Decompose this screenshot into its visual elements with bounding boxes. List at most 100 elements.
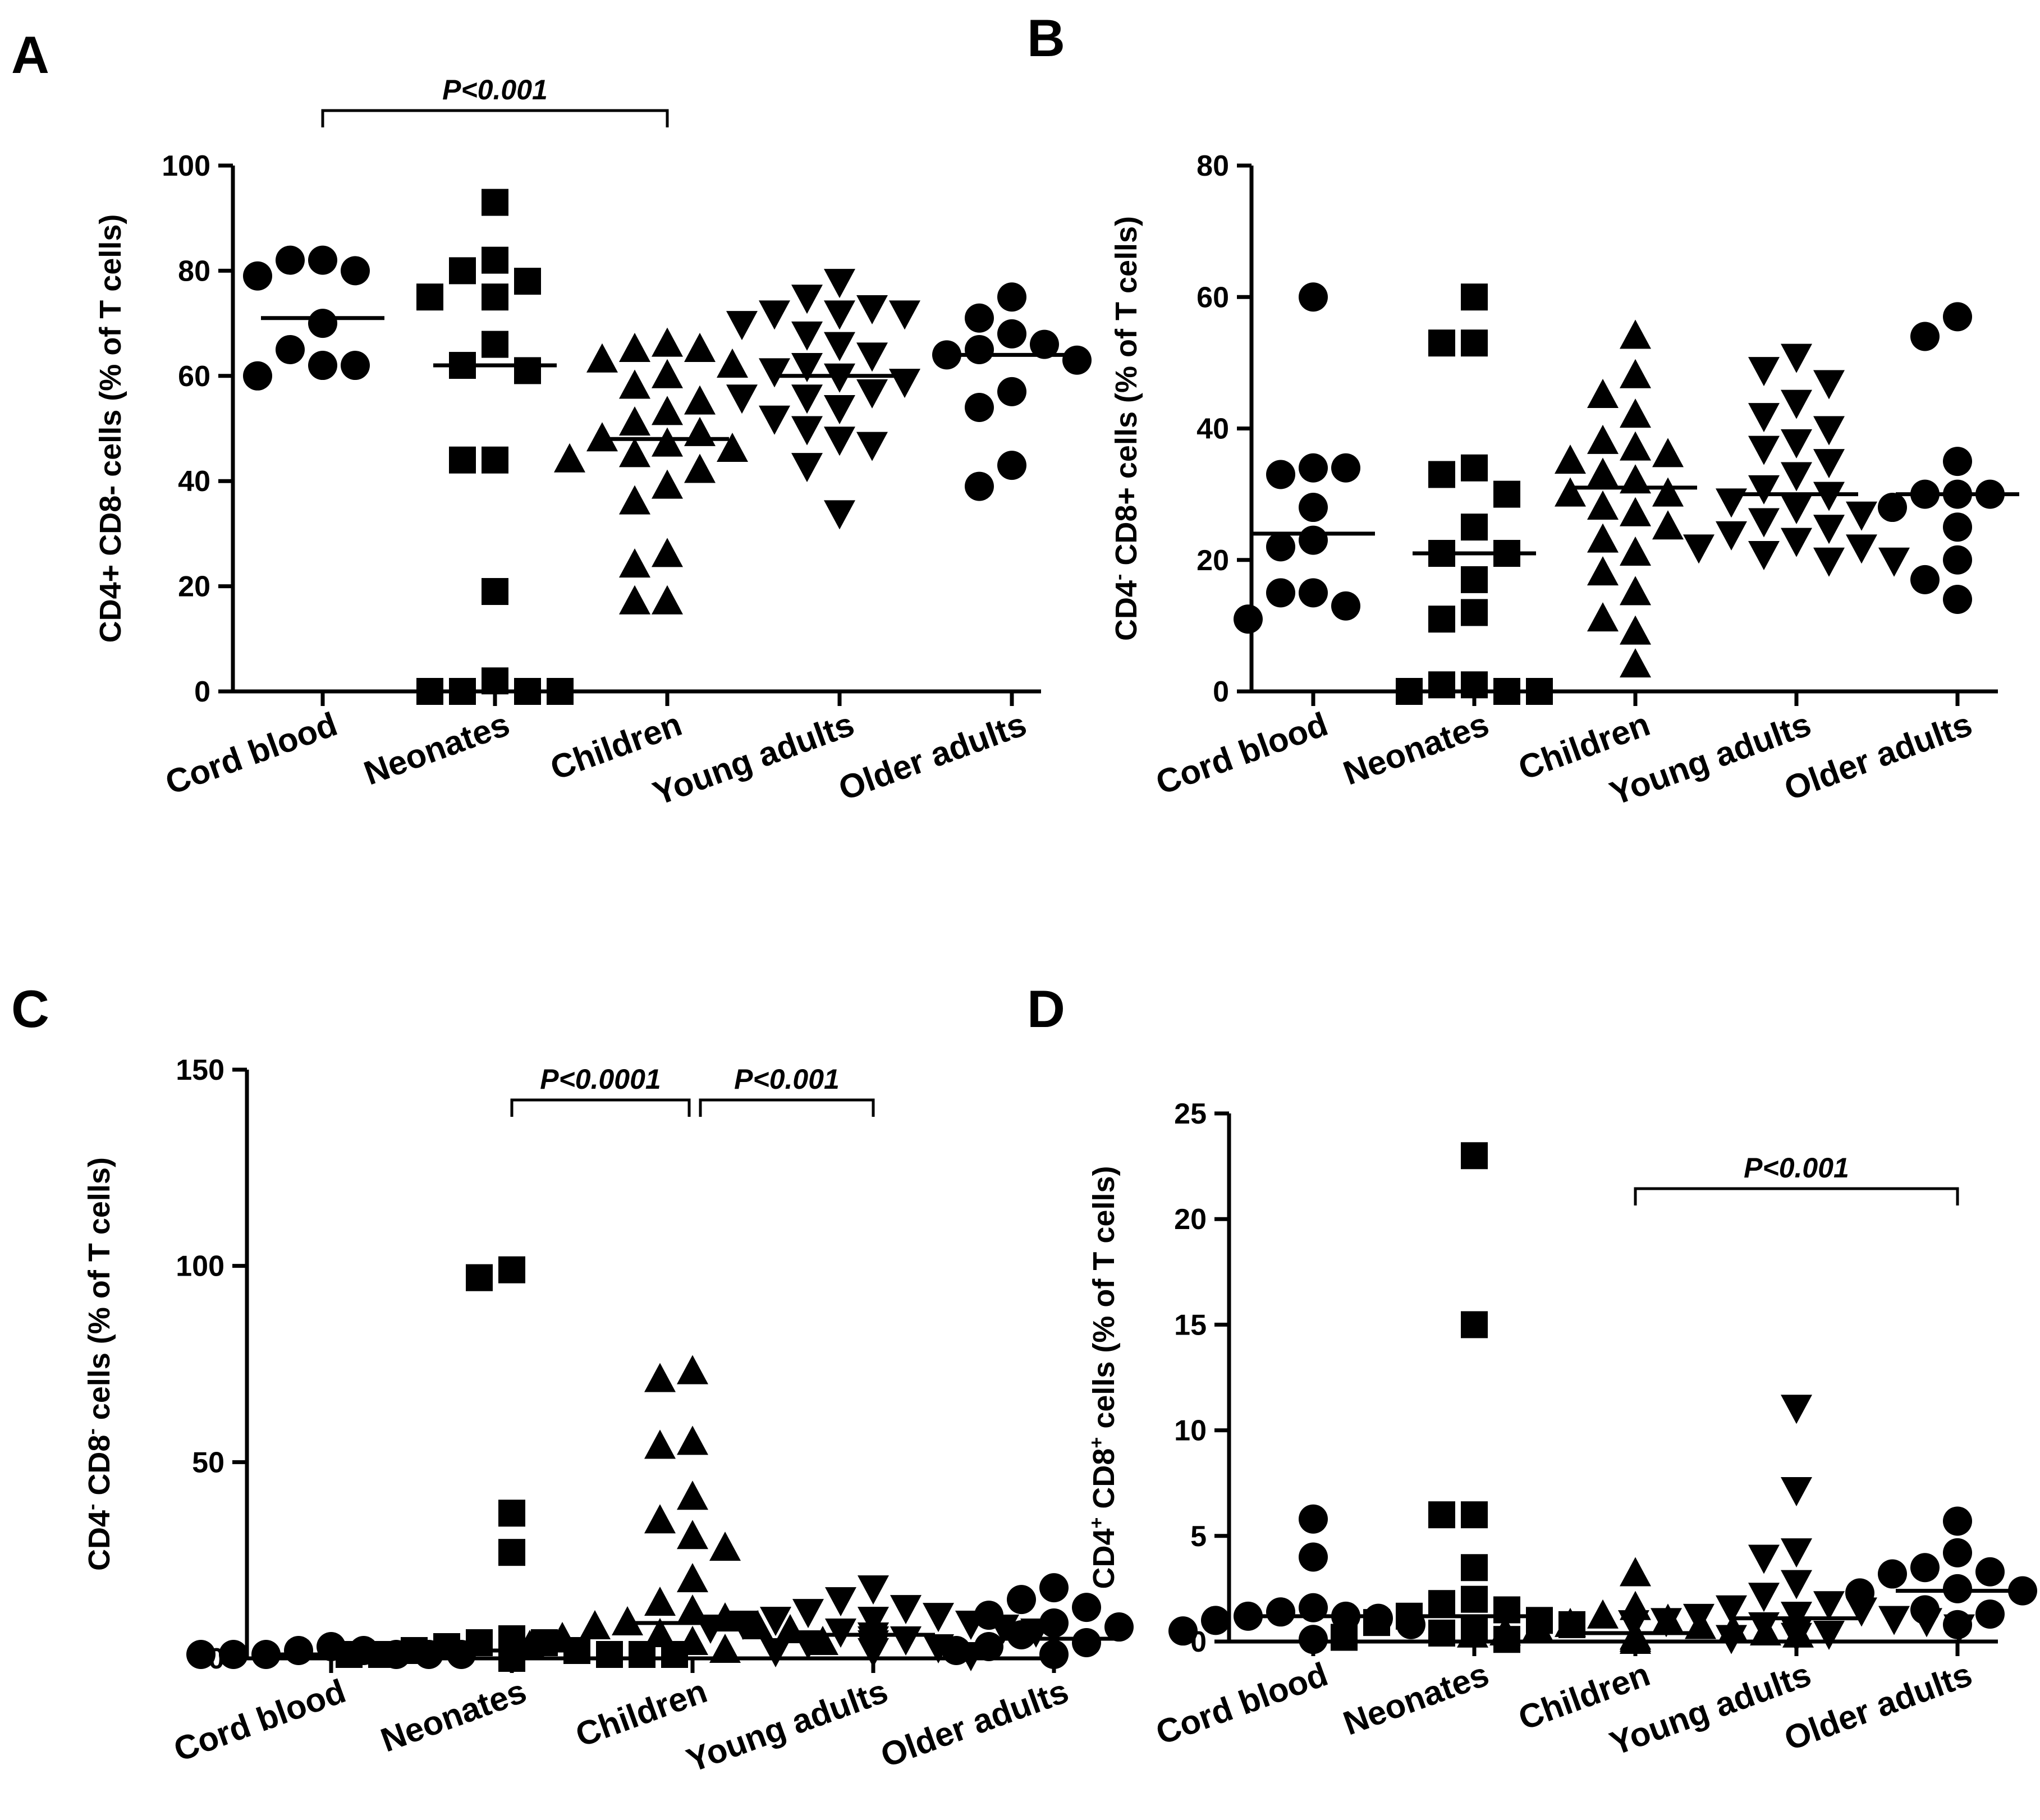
- data-point: [1493, 678, 1520, 705]
- y-tick-label: 10: [1174, 1415, 1207, 1447]
- data-point: [1493, 1596, 1520, 1624]
- data-point: [1526, 678, 1553, 705]
- data-point: [1039, 1573, 1069, 1603]
- data-point: [1846, 501, 1877, 531]
- data-point: [1461, 283, 1488, 311]
- data-point: [1299, 525, 1328, 555]
- data-point: [942, 1636, 971, 1666]
- data-point: [652, 327, 683, 357]
- data-point: [1781, 528, 1812, 557]
- y-tick-label: 25: [1174, 1098, 1207, 1130]
- data-point: [449, 678, 476, 705]
- y-tick-label: 0: [1213, 676, 1229, 708]
- y-tick-label: 20: [1197, 544, 1229, 577]
- data-point: [709, 1532, 741, 1561]
- p-value-label: P<0.001: [442, 74, 548, 106]
- series-cord-blood: [243, 245, 384, 391]
- data-point: [1363, 1609, 1390, 1636]
- data-point: [824, 363, 855, 393]
- data-point: [652, 469, 683, 499]
- data-point: [619, 585, 650, 615]
- data-point: [1072, 1593, 1101, 1622]
- y-tick-label: 100: [176, 1250, 224, 1283]
- data-point: [1652, 510, 1684, 540]
- data-point: [498, 1256, 525, 1283]
- data-point: [1461, 329, 1488, 357]
- data-point: [742, 1610, 773, 1640]
- data-point: [1683, 1603, 1714, 1633]
- data-point: [401, 1637, 428, 1665]
- data-point: [1587, 556, 1619, 586]
- data-point: [1620, 1625, 1651, 1654]
- data-point: [619, 406, 650, 436]
- data-point: [1039, 1640, 1069, 1670]
- data-point: [547, 678, 574, 705]
- data-point: [652, 396, 683, 425]
- y-tick-label: 5: [1190, 1520, 1207, 1553]
- data-point: [186, 1640, 216, 1670]
- data-point: [1620, 398, 1651, 428]
- data-point: [1331, 1624, 1358, 1651]
- data-point: [619, 438, 650, 467]
- data-point: [677, 1480, 708, 1510]
- data-point: [652, 427, 683, 457]
- data-point: [1201, 1606, 1230, 1635]
- data-point: [677, 1520, 708, 1549]
- p-value-label: P<0.001: [1744, 1152, 1849, 1184]
- x-tick-label: Cord blood: [161, 705, 342, 801]
- data-point: [825, 1587, 856, 1617]
- data-point: [677, 1355, 708, 1385]
- data-point: [1975, 1557, 2005, 1587]
- data-point: [890, 1595, 922, 1625]
- data-point: [1813, 416, 1845, 446]
- data-point: [1781, 1477, 1812, 1506]
- data-point: [596, 1641, 623, 1668]
- data-point: [1781, 429, 1812, 459]
- data-point: [1587, 602, 1619, 632]
- data-point: [1461, 599, 1488, 626]
- data-point: [1461, 1142, 1488, 1170]
- y-tick-label: 80: [1197, 150, 1229, 182]
- data-point: [1587, 523, 1619, 553]
- x-tick-label: Young adults: [648, 705, 859, 812]
- data-point: [1461, 1311, 1488, 1338]
- y-axis-label: CD4+ CD8+ cells (% of T cells): [1086, 1166, 1121, 1589]
- data-point: [965, 334, 994, 364]
- data-point: [586, 422, 618, 452]
- data-point: [1104, 1612, 1134, 1642]
- data-point: [514, 268, 541, 295]
- data-point: [759, 358, 790, 388]
- data-point: [791, 416, 823, 446]
- data-point: [1457, 1618, 1488, 1648]
- significance-bracket: [321, 109, 669, 127]
- series-children: [514, 1355, 838, 1663]
- x-tick-label: Neonates: [376, 1672, 531, 1759]
- series-young-adults: [726, 269, 920, 530]
- data-point: [1555, 444, 1586, 474]
- data-point: [1620, 1557, 1651, 1587]
- data-point: [717, 349, 748, 378]
- data-point: [824, 300, 855, 330]
- y-tick-label: 100: [162, 150, 210, 182]
- data-point: [276, 334, 305, 364]
- data-point: [1943, 1506, 1972, 1536]
- data-point: [1943, 512, 1972, 542]
- y-tick-label: 20: [178, 571, 210, 603]
- data-point: [482, 667, 508, 695]
- data-point: [1651, 1608, 1682, 1638]
- series-neonates: [1396, 283, 1553, 705]
- data-point: [1846, 534, 1877, 564]
- data-point: [684, 385, 716, 415]
- y-tick-label: 80: [178, 255, 210, 287]
- y-tick-label: 50: [192, 1446, 224, 1479]
- significance-bracket: [1634, 1187, 1959, 1205]
- data-point: [1299, 453, 1328, 483]
- data-point: [791, 285, 823, 314]
- x-tick-label: Cord blood: [1151, 705, 1333, 801]
- data-point: [677, 1425, 708, 1455]
- y-tick-label: 40: [178, 465, 210, 498]
- series-young-adults: [1683, 343, 1910, 577]
- data-point: [889, 300, 920, 330]
- data-point: [856, 432, 888, 461]
